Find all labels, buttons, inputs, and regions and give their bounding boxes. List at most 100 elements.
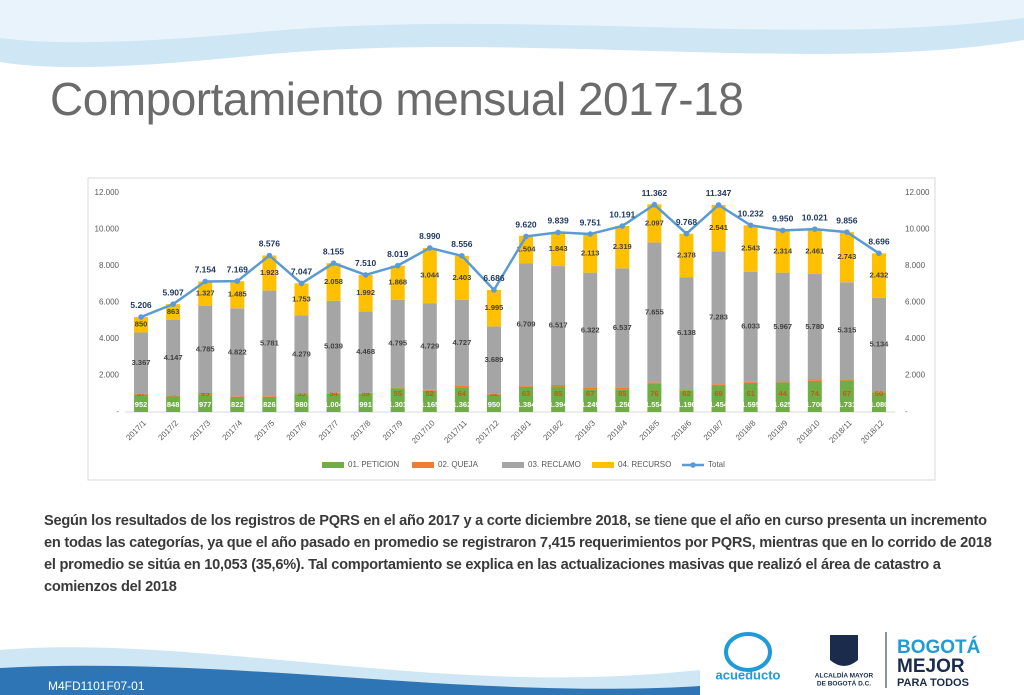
bar-segment bbox=[134, 316, 149, 333]
bar-segment bbox=[422, 389, 437, 391]
data-label: 980 bbox=[295, 400, 308, 409]
data-label: 7.655 bbox=[645, 307, 664, 316]
data-label: 5.315 bbox=[837, 326, 856, 335]
total-point bbox=[362, 272, 369, 278]
total-point bbox=[170, 301, 176, 307]
bar-segment bbox=[134, 332, 149, 394]
bar-segment bbox=[422, 303, 437, 390]
data-label: 10.232 bbox=[738, 209, 764, 219]
total-point bbox=[138, 314, 144, 320]
data-label: 8.019 bbox=[387, 249, 409, 259]
data-label: 3.689 bbox=[485, 355, 504, 364]
logo-shape bbox=[724, 632, 772, 672]
bar-segment bbox=[551, 266, 566, 386]
total-point bbox=[811, 226, 818, 232]
bar-segment bbox=[711, 384, 726, 386]
data-label: 1.454 bbox=[709, 400, 729, 409]
bar-segment bbox=[647, 204, 662, 243]
data-label: 6.537 bbox=[613, 323, 632, 332]
bar-segment bbox=[454, 387, 469, 412]
bar-segment bbox=[358, 274, 373, 312]
bar-segment bbox=[775, 382, 790, 412]
legend-label: Total bbox=[708, 460, 725, 469]
bar-segment bbox=[711, 251, 726, 385]
data-label: 1.190 bbox=[677, 400, 696, 409]
bar-segment bbox=[647, 383, 662, 412]
bar-segment bbox=[358, 311, 373, 393]
data-label: 5.781 bbox=[260, 338, 279, 347]
data-label: 6.709 bbox=[517, 319, 536, 328]
data-label: 54 bbox=[329, 389, 338, 398]
bar-segment bbox=[615, 387, 630, 390]
bar-segment bbox=[519, 385, 534, 387]
data-label: 1.625 bbox=[773, 400, 792, 409]
bar-segment bbox=[551, 385, 566, 387]
data-label: 1.753 bbox=[292, 294, 311, 303]
legend-label: 01. PETICION bbox=[348, 460, 399, 469]
data-label: 55 bbox=[394, 389, 402, 398]
data-label: 11.347 bbox=[706, 188, 732, 198]
bar-segment bbox=[551, 232, 566, 267]
data-label: 950 bbox=[488, 400, 501, 409]
bar-segment bbox=[743, 271, 758, 382]
bar-segment bbox=[262, 396, 277, 397]
legend-swatch bbox=[502, 462, 524, 468]
legend-label: 03. RECLAMO bbox=[528, 460, 581, 469]
data-label: 4.147 bbox=[164, 353, 183, 362]
data-label: 1.327 bbox=[196, 289, 215, 298]
bar-segment bbox=[326, 263, 341, 301]
bar-segment bbox=[198, 392, 213, 395]
bar-segment bbox=[647, 382, 662, 384]
total-point bbox=[747, 222, 754, 229]
data-label: 63 bbox=[522, 389, 530, 398]
data-label: 10.191 bbox=[609, 209, 635, 219]
data-label: 7.154 bbox=[195, 265, 217, 275]
bar-segment bbox=[262, 255, 277, 291]
bar-segment bbox=[454, 385, 469, 388]
data-label: 85 bbox=[554, 389, 562, 398]
data-label: 2.461 bbox=[805, 247, 824, 256]
total-point bbox=[523, 233, 529, 240]
bar-segment bbox=[647, 242, 662, 383]
data-label: 1.004 bbox=[324, 400, 344, 409]
bar-segment bbox=[839, 380, 854, 412]
bar-segment bbox=[871, 392, 886, 412]
data-label: 4.795 bbox=[388, 338, 407, 347]
bar-segment bbox=[679, 233, 694, 278]
bar-segment bbox=[583, 272, 598, 388]
data-label: 7.510 bbox=[355, 258, 377, 268]
data-label: 822 bbox=[231, 400, 244, 409]
bar-segment bbox=[326, 392, 341, 394]
data-label: 9.950 bbox=[772, 214, 794, 224]
y-tick-label: 6.000 bbox=[99, 298, 120, 307]
total-point bbox=[426, 245, 433, 251]
data-label: 2.113 bbox=[581, 248, 599, 257]
bar-segment bbox=[326, 393, 341, 412]
y-tick-label: 4.000 bbox=[99, 334, 120, 343]
logo-text: ALCALDÍA MAYOR bbox=[815, 671, 874, 680]
y2-tick-label: 12.000 bbox=[905, 188, 930, 197]
bar-segment bbox=[807, 229, 822, 275]
bar-segment bbox=[615, 268, 630, 388]
bar-segment bbox=[390, 265, 405, 300]
data-label: 6.517 bbox=[549, 321, 568, 330]
data-label: 1.731 bbox=[837, 400, 856, 409]
data-label: 62 bbox=[682, 389, 690, 398]
total-point bbox=[779, 227, 786, 234]
bar-segment bbox=[775, 381, 790, 383]
y-tick-label: 2.000 bbox=[99, 371, 120, 380]
total-point bbox=[876, 250, 882, 257]
data-label: 977 bbox=[199, 400, 212, 409]
bar-segment bbox=[230, 308, 245, 397]
logo-shield bbox=[830, 635, 858, 666]
y2-tick-label: 6.000 bbox=[905, 298, 926, 307]
bar-segment bbox=[198, 394, 213, 412]
data-label: 5.967 bbox=[773, 322, 792, 331]
legend-label: 04. RECURSO bbox=[618, 460, 671, 469]
bar-segment bbox=[839, 379, 854, 381]
bar-segment bbox=[358, 392, 373, 394]
y2-tick-label: 2.000 bbox=[905, 371, 926, 380]
data-label: 9.839 bbox=[547, 216, 569, 226]
bar-segment bbox=[166, 395, 181, 397]
data-label: 6.686 bbox=[483, 273, 505, 283]
